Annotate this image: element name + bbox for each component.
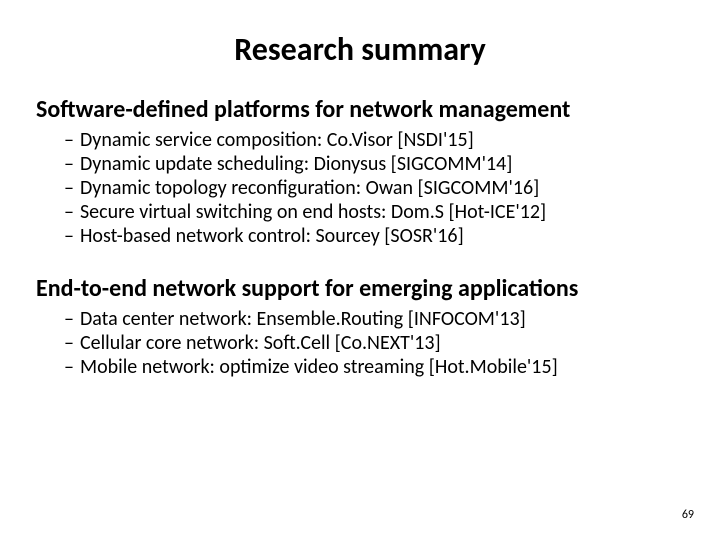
list-item: –Cellular core network: Soft.Cell [Co.NE…: [64, 331, 684, 355]
dash-icon: –: [64, 152, 74, 176]
slide-title: Research summary: [36, 30, 684, 69]
section-2: End-to-end network support for emerging …: [36, 274, 684, 379]
bullet-list: –Data center network: Ensemble.Routing […: [36, 307, 684, 379]
dash-icon: –: [64, 128, 74, 152]
list-item: –Secure virtual switching on end hosts: …: [64, 200, 684, 224]
bullet-text: Host-based network control: Sourcey [SOS…: [80, 224, 464, 248]
dash-icon: –: [64, 224, 74, 248]
slide: Research summary Software-defined platfo…: [0, 0, 720, 540]
bullet-text: Cellular core network: Soft.Cell [Co.NEX…: [80, 331, 441, 355]
bullet-text: Secure virtual switching on end hosts: D…: [80, 200, 546, 224]
section-heading: End-to-end network support for emerging …: [36, 274, 684, 303]
list-item: –Dynamic service composition: Co.Visor […: [64, 128, 684, 152]
list-item: –Dynamic update scheduling: Dionysus [SI…: [64, 152, 684, 176]
section-1: Software-defined platforms for network m…: [36, 95, 684, 248]
bullet-text: Mobile network: optimize video streaming…: [80, 355, 558, 379]
bullet-text: Dynamic update scheduling: Dionysus [SIG…: [80, 152, 512, 176]
list-item: –Data center network: Ensemble.Routing […: [64, 307, 684, 331]
section-heading: Software-defined platforms for network m…: [36, 95, 684, 124]
dash-icon: –: [64, 355, 74, 379]
dash-icon: –: [64, 307, 74, 331]
bullet-text: Data center network: Ensemble.Routing [I…: [80, 307, 526, 331]
list-item: –Host-based network control: Sourcey [SO…: [64, 224, 684, 248]
list-item: –Mobile network: optimize video streamin…: [64, 355, 684, 379]
list-item: –Dynamic topology reconfiguration: Owan …: [64, 176, 684, 200]
dash-icon: –: [64, 331, 74, 355]
dash-icon: –: [64, 200, 74, 224]
page-number: 69: [682, 508, 694, 522]
bullet-text: Dynamic service composition: Co.Visor [N…: [80, 128, 474, 152]
bullet-text: Dynamic topology reconfiguration: Owan […: [80, 176, 539, 200]
bullet-list: –Dynamic service composition: Co.Visor […: [36, 128, 684, 248]
dash-icon: –: [64, 176, 74, 200]
